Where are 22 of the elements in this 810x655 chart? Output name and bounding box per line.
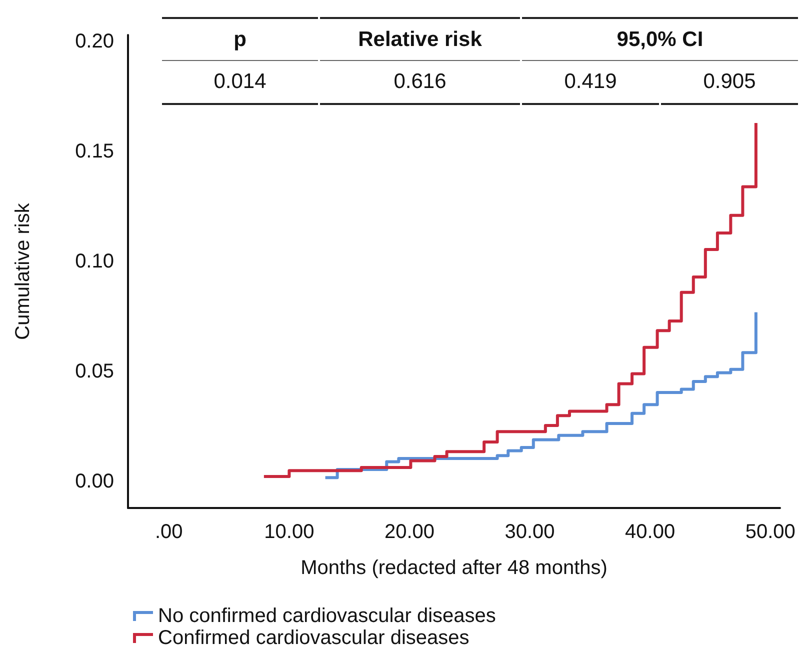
y-tick-label: 0.20 (75, 30, 114, 53)
y-tick-label: 0.15 (75, 140, 114, 163)
annotation: 0.419 (522, 61, 659, 105)
annotation: p (162, 17, 318, 61)
y-tick-label: 0.00 (75, 470, 114, 493)
legend-label: Confirmed cardiovascular diseases (158, 627, 470, 649)
y-tick-label: 0.05 (75, 360, 114, 383)
annotation: Relative risk (320, 17, 520, 61)
x-tick-label: 40.00 (625, 521, 676, 543)
annotation: 0.905 (661, 61, 798, 105)
x-tick-label: 30.00 (504, 521, 555, 543)
x-axis-title: Months (redacted after 48 months) (300, 557, 608, 579)
x-tick-label: 20.00 (384, 521, 435, 543)
annotation: 0.616 (320, 61, 520, 105)
x-tick-label: .00 (154, 521, 183, 543)
legend-label: No confirmed cardiovascular diseases (158, 605, 496, 627)
y-tick-label: 0.10 (75, 250, 114, 273)
annotation: 95,0% CI (522, 17, 798, 61)
x-tick-label: 50.00 (745, 521, 796, 543)
annotation: 0.014 (162, 61, 318, 105)
x-tick-label: 10.00 (264, 521, 314, 543)
y-axis-title: Cumulative risk (12, 202, 34, 340)
